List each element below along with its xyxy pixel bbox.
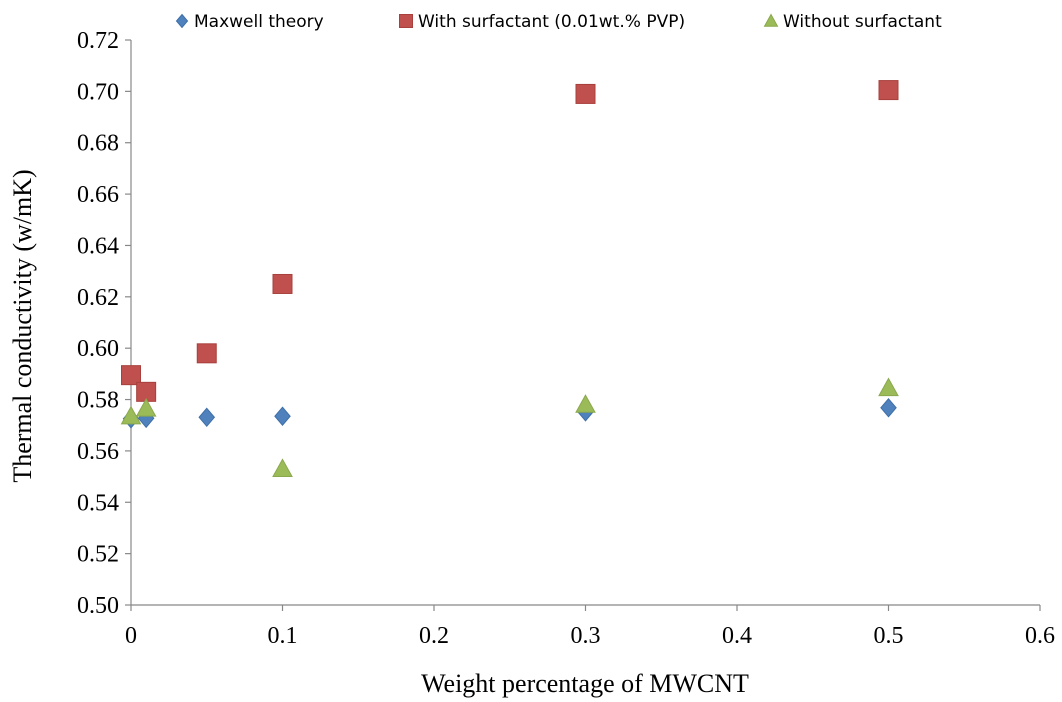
diamond-data-point [198, 407, 216, 428]
y-tick-label: 0.54 [77, 490, 119, 516]
y-tick-label: 0.64 [77, 233, 119, 259]
x-tick-label: 0.5 [874, 623, 904, 649]
data-points [120, 80, 899, 477]
y-axis-title: Thermal conductivity (w/mK) [8, 169, 37, 482]
triangle-data-point [120, 405, 142, 425]
diamond-data-point [274, 406, 291, 427]
x-axis-title: Weight percentage of MWCNT [421, 669, 749, 698]
legend-label: With surfactant (0.01wt.% PVP) [418, 12, 685, 32]
y-tick-label: 0.58 [77, 388, 119, 414]
y-tick-label: 0.56 [77, 439, 119, 465]
triangle-data-point [272, 458, 293, 477]
x-tick-label: 0.6 [1025, 623, 1055, 649]
square-data-point [878, 80, 899, 101]
y-tick-label: 0.70 [77, 79, 119, 105]
x-tick-label: 0.4 [722, 623, 752, 649]
square-data-point [272, 273, 293, 294]
triangle-data-point [878, 377, 899, 397]
y-tick-label: 0.68 [77, 131, 119, 157]
y-tick-label: 0.62 [77, 285, 119, 311]
x-tick-label: 0.3 [571, 623, 601, 649]
y-tick-label: 0.52 [77, 542, 119, 568]
x-tick-label: 0 [125, 623, 137, 649]
legend-marker-triangle [763, 13, 779, 27]
y-tick-label: 0.50 [77, 593, 119, 619]
square-data-point [575, 83, 596, 104]
square-data-point [196, 343, 217, 364]
square-data-point [121, 365, 141, 386]
y-tick-label: 0.60 [77, 336, 119, 362]
legend-marker-square [399, 14, 413, 28]
triangle-data-point [575, 394, 596, 413]
x-tick-label: 0.1 [268, 623, 298, 649]
x-tick-label: 0.2 [419, 623, 449, 649]
y-tick-label: 0.66 [77, 182, 119, 208]
y-tick-label: 0.72 [77, 28, 119, 54]
legend-marker-diamond [175, 13, 189, 29]
triangle-data-point [135, 398, 157, 417]
legend: Maxwell theory With surfactant (0.01wt.% … [175, 12, 942, 32]
legend-label: Maxwell theory [194, 12, 324, 32]
legend-label: Without surfactant [783, 12, 942, 32]
axes [130, 40, 1040, 606]
ticks: 0.500.520.540.560.580.600.620.640.660.68… [77, 28, 1055, 649]
diamond-data-point [880, 397, 897, 418]
